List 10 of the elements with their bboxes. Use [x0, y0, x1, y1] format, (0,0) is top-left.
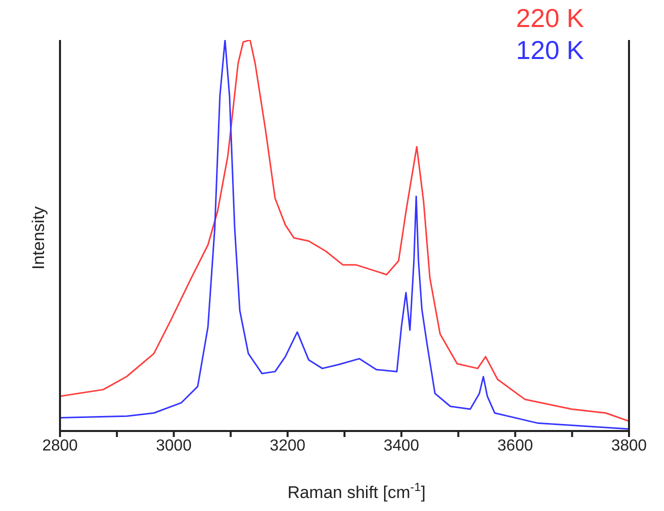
x-tick-label: 3400 — [384, 437, 420, 454]
x-tick-label: 3000 — [156, 437, 192, 454]
x-tick-label: 2800 — [42, 437, 78, 454]
x-tick-label: 3600 — [497, 437, 534, 454]
x-axis-title: Raman shift [cm$^{-1}$] — [287, 480, 426, 502]
text: 220 K — [516, 2, 584, 34]
y-axis-title: Intensity — [29, 206, 48, 270]
x-tick-label: 3800 — [611, 437, 647, 454]
text: 120 K — [516, 34, 584, 66]
x-tick-label: 3200 — [270, 437, 306, 454]
